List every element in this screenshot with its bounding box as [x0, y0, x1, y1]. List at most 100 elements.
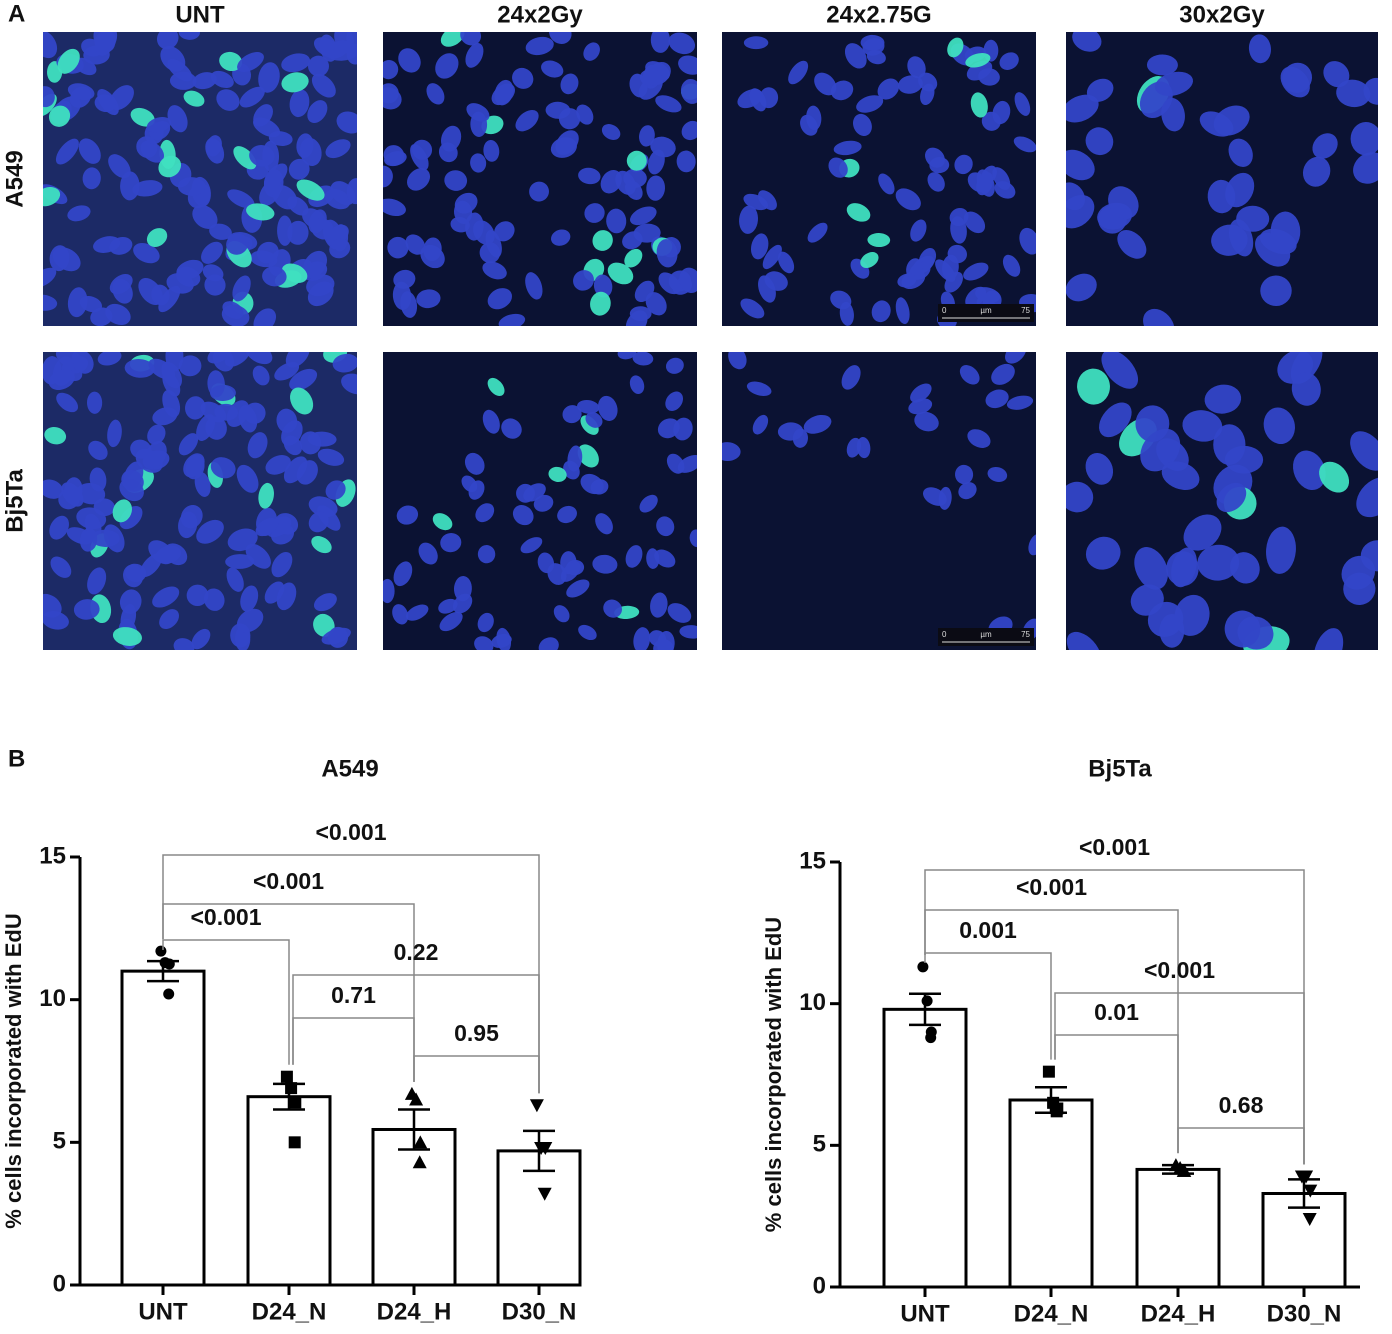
nucleus: [146, 228, 168, 247]
nucleus: [93, 236, 121, 253]
nuclei: [1066, 32, 1378, 326]
nucleus: [1028, 533, 1036, 556]
nucleus: [283, 435, 303, 456]
nucleus: [1108, 186, 1139, 219]
nucleus: [79, 295, 103, 313]
x-tick-label: UNT: [138, 1298, 188, 1325]
y-axis-label: % cells incorporated with EdU: [761, 917, 786, 1232]
p-value-label: 0.001: [959, 917, 1017, 943]
nucleus: [453, 575, 472, 602]
nucleus: [679, 267, 697, 294]
nucleus: [803, 414, 832, 434]
nucleus: [307, 100, 328, 123]
nucleus: [227, 189, 255, 209]
nucleus: [1302, 156, 1331, 187]
nucleus: [553, 605, 570, 623]
nucleus: [590, 291, 611, 316]
nucleus: [460, 32, 482, 46]
nucleus: [325, 139, 351, 159]
nucleus: [97, 352, 122, 366]
nucleus: [258, 482, 274, 509]
nucleus: [981, 165, 997, 185]
nucleus: [235, 626, 251, 650]
nucleus: [1117, 229, 1147, 259]
significance-bracket: [1177, 1127, 1305, 1165]
data-point: [1042, 1065, 1055, 1078]
nucleus: [450, 217, 470, 233]
nucleus: [606, 208, 627, 234]
nucleus: [159, 609, 180, 630]
nucleus: [630, 206, 657, 226]
data-point: [280, 1070, 293, 1083]
nucleus: [856, 95, 884, 113]
nucleus: [667, 603, 692, 623]
nucleus: [987, 466, 1008, 482]
nucleus: [877, 78, 900, 100]
nucleus: [177, 177, 206, 196]
nucleus: [289, 368, 318, 391]
nucleus: [938, 486, 952, 510]
micrograph: [383, 352, 697, 650]
data-point: [412, 1155, 427, 1169]
nucleus: [281, 263, 308, 283]
nucleus: [1270, 211, 1301, 252]
nucleus: [176, 266, 201, 287]
column-title: 30x2Gy: [1179, 1, 1265, 28]
nucleus: [55, 138, 79, 165]
nucleus: [341, 373, 357, 395]
nucleus: [468, 480, 485, 500]
nucleus: [324, 188, 351, 210]
nucleus: [846, 203, 871, 222]
nucleus: [678, 55, 697, 75]
nucleus: [112, 627, 142, 646]
nucleus: [262, 266, 287, 287]
nucleus: [317, 448, 345, 466]
nucleus: [1280, 66, 1310, 98]
nucleus: [1350, 431, 1378, 471]
y-tick-label: 0: [813, 1272, 826, 1299]
nucleus: [580, 473, 604, 495]
nucleus: [233, 146, 257, 170]
nucleus: [289, 387, 314, 415]
nucleus: [438, 598, 458, 614]
significance-bracket: [162, 854, 540, 1094]
nucleus: [633, 627, 651, 650]
nucleus: [321, 627, 351, 645]
nucleus: [416, 289, 441, 309]
nucleus: [105, 303, 131, 326]
p-value-label: <0.001: [191, 904, 262, 930]
nucleus: [281, 72, 309, 93]
nucleus: [895, 297, 910, 325]
nucleus: [533, 494, 554, 512]
nucleus: [219, 51, 243, 72]
nucleus: [383, 198, 406, 217]
nucleus: [520, 537, 543, 554]
p-value-label: 0.95: [454, 1020, 499, 1046]
nucleus: [830, 80, 854, 101]
nucleus: [487, 377, 505, 396]
data-point: [1050, 1105, 1063, 1118]
nucleus: [537, 552, 555, 574]
nucleus: [43, 187, 61, 207]
nucleus: [178, 32, 200, 40]
nucleus: [578, 624, 597, 641]
p-value-label: <0.001: [1144, 957, 1215, 983]
nucleus: [89, 467, 107, 492]
nucleus: [94, 94, 116, 112]
nucleus: [61, 482, 84, 507]
nucleus: [947, 37, 964, 58]
nucleus: [624, 248, 643, 268]
nucleus: [470, 111, 488, 137]
nucleus: [247, 432, 268, 459]
nuclei: [43, 32, 357, 326]
nucleus: [192, 204, 218, 229]
nucleus: [43, 593, 62, 618]
nucleus: [1291, 372, 1321, 406]
nucleus: [657, 418, 680, 439]
nucleus: [633, 223, 661, 243]
nucleus: [483, 140, 500, 162]
significance-bracket: [413, 1055, 540, 1094]
y-axis-label: % cells incorporated with EdU: [1, 913, 26, 1228]
p-value-label: 0.68: [1219, 1092, 1264, 1118]
nucleus: [439, 611, 463, 632]
